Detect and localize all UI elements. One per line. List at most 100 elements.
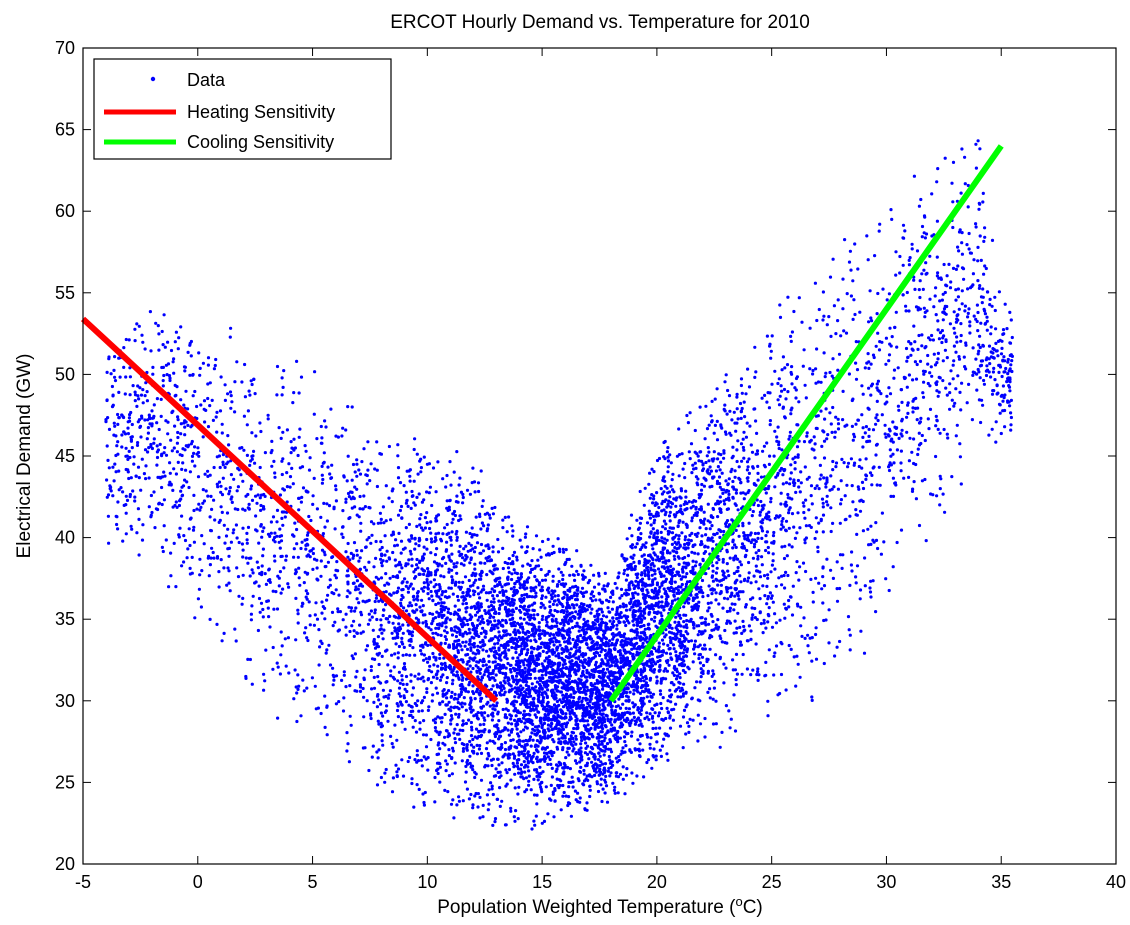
data-point [452,646,456,651]
data-point [660,605,664,609]
data-point [190,454,195,458]
data-point [678,637,682,642]
data-point [277,426,281,430]
data-point [491,792,495,797]
data-point [467,797,471,801]
data-point [644,541,648,545]
data-point [993,308,997,313]
data-point [660,706,664,711]
data-point [965,401,969,405]
data-point [696,645,700,649]
data-point [429,551,433,555]
data-point [809,484,814,488]
data-point [529,744,533,748]
data-point [786,573,790,578]
data-point [696,633,700,637]
data-point [919,416,923,420]
data-point [722,449,726,453]
data-point [835,587,839,591]
data-point [755,449,760,453]
data-point [960,252,965,256]
data-point [691,559,695,563]
data-point [164,453,169,457]
data-point [709,612,713,617]
data-point [203,420,207,424]
data-point [766,545,770,550]
data-point [448,558,452,562]
data-point [734,678,738,682]
data-point [700,655,705,659]
data-point [827,315,831,319]
data-point [926,417,930,421]
data-point [179,422,183,426]
data-point [419,470,423,474]
data-point [994,327,998,331]
data-point [510,577,514,582]
data-point [497,611,501,616]
data-point [811,372,815,376]
data-point [795,602,800,606]
data-point [107,541,111,545]
data-point [479,551,483,555]
data-point [673,546,677,550]
data-point [396,679,400,683]
data-point [731,479,735,484]
data-point [162,451,166,455]
data-point [129,438,133,442]
data-point [161,384,165,388]
data-point [441,477,445,481]
data-point [183,369,187,373]
data-point [797,485,801,489]
data-point [554,654,558,658]
data-point [521,739,526,743]
data-point [574,672,578,677]
data-point [489,558,493,562]
data-point [312,412,316,416]
data-point [1000,374,1004,379]
data-point [351,656,355,661]
data-point [410,536,414,540]
data-point [913,287,917,291]
data-point [481,617,485,621]
data-point [686,546,690,550]
data-point [300,604,304,608]
data-point [801,364,805,368]
data-point [525,586,529,590]
data-point [943,156,947,160]
data-point [324,425,328,429]
data-point [703,716,707,721]
data-point [106,458,110,462]
data-point [345,479,349,483]
data-point [484,591,488,595]
data-point [762,618,766,622]
data-point [283,515,287,519]
data-point [481,499,485,503]
data-point [299,714,303,718]
data-point [346,555,350,559]
data-point [509,670,513,674]
data-point [932,305,936,309]
data-point [653,518,657,522]
data-point [261,554,265,558]
data-point [455,732,460,736]
data-point [993,378,997,382]
data-point [135,322,139,326]
data-point [426,592,430,596]
data-point [590,641,594,645]
data-point [592,763,596,768]
data-point [419,649,423,653]
data-point [539,567,543,572]
data-point [824,371,828,375]
data-point [711,539,715,543]
data-point [497,630,501,634]
data-point [489,603,494,608]
data-point [976,139,980,143]
data-point [452,673,456,677]
data-point [222,631,226,636]
data-point [668,714,672,718]
data-point [530,682,534,686]
data-point [130,435,134,439]
data-point [784,481,789,485]
data-point [471,737,475,742]
data-point [261,615,265,619]
